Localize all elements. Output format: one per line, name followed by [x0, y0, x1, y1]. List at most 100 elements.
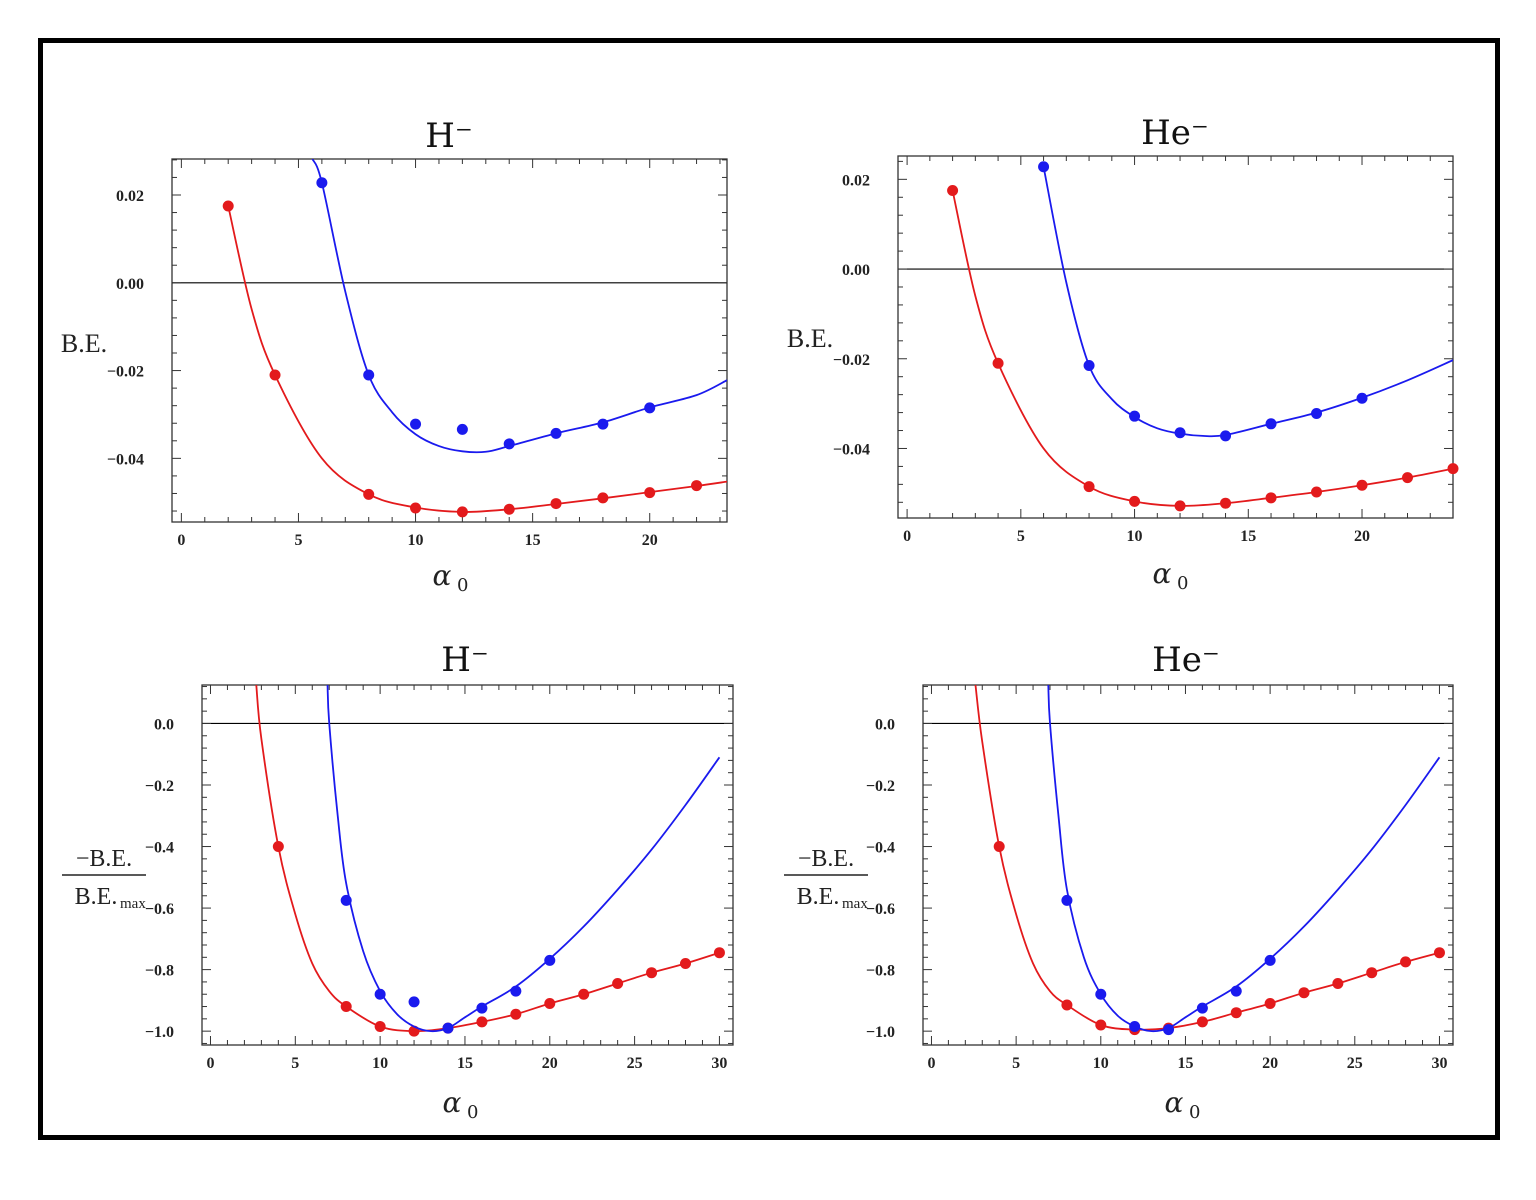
series-red [255, 685, 720, 1033]
y-tick-label: −0.4 [866, 840, 895, 857]
data-point-red [269, 369, 281, 381]
data-point-red [503, 503, 515, 515]
series-line-red [227, 205, 727, 513]
plot-frame [201, 684, 734, 1046]
data-point-red [272, 841, 284, 853]
series-points-blue [1061, 894, 1276, 1036]
data-point-red [340, 1001, 352, 1013]
data-point-blue [1311, 407, 1323, 419]
y-tick-label: −0.02 [833, 352, 870, 369]
series-points-blue [1038, 161, 1368, 442]
data-point-red [222, 200, 234, 212]
chart-panel-p3: H⁻ 0 5 10 15 20 25 30 0.0 −0.2 −0.4 −0.6 −0.8 −1.0 −B.… [62, 640, 734, 1123]
x-tick-label: 30 [711, 1055, 727, 1072]
series-line-red [951, 190, 1453, 507]
x-tick-label: 25 [627, 1055, 643, 1072]
series-line-blue [1042, 166, 1453, 438]
y-tick-label: −0.04 [833, 441, 870, 458]
series-blue [1042, 166, 1453, 438]
data-point-blue [1038, 161, 1050, 173]
data-point-red [1174, 500, 1186, 512]
data-point-blue [1095, 988, 1107, 1000]
x-axis-label-sub: 0 [1189, 1102, 1200, 1123]
y-tick-label: 0.0 [154, 716, 174, 733]
data-point-red [363, 488, 375, 500]
x-tick-label: 15 [457, 1055, 473, 1072]
series-points-red [222, 200, 703, 518]
y-tick-label: −1.0 [145, 1024, 174, 1041]
y-label-denominator-sub: max [842, 896, 868, 912]
data-point-red [612, 977, 624, 989]
x-tick-label: 10 [1093, 1055, 1109, 1072]
data-point-blue [1129, 410, 1141, 422]
series-line-red [974, 685, 1440, 1031]
chart-title: H⁻ [441, 640, 489, 680]
x-axis-label: α [1153, 557, 1172, 590]
figure-frame [38, 38, 1500, 1140]
y-tick-label: 0.0 [875, 716, 895, 733]
series-blue [326, 685, 721, 1033]
plot-frame [897, 155, 1454, 519]
data-point-red [374, 1021, 386, 1033]
data-point-red [1298, 987, 1310, 999]
x-axis-label-sub: 0 [457, 575, 468, 596]
y-tick-label: −0.2 [866, 778, 895, 795]
y-label-numerator: −B.E. [798, 846, 854, 872]
data-point-red [597, 492, 609, 504]
x-tick-label: 15 [525, 532, 541, 549]
series-points-red [272, 841, 725, 1037]
y-tick-label: −0.6 [866, 901, 895, 918]
data-point-red [510, 1008, 522, 1020]
x-axis-label: α [433, 559, 452, 592]
chart-title: H⁻ [425, 116, 473, 156]
y-label-denominator-sub: max [120, 896, 146, 912]
series-points-red [993, 841, 1445, 1036]
y-tick-label: −0.8 [145, 963, 174, 980]
chart-panel-p4: He⁻ 0 5 10 15 20 25 30 0.0 −0.2 −0.4 −0.6 −0.8 −1.0 −B… [784, 640, 1454, 1123]
x-axis-label: α [443, 1086, 462, 1119]
chart-panel-p1: H⁻0 5 10 15 200.020.00−0.02−0.04B.E.α 0 [61, 116, 728, 596]
chart-panel-p2: He⁻0 5 10 15 200.020.00−0.02−0.04B.E.α 0 [787, 113, 1459, 594]
series-blue [311, 159, 727, 454]
x-tick-label: 0 [206, 1055, 214, 1072]
data-point-red [947, 185, 959, 197]
chart-title: He⁻ [1141, 113, 1209, 153]
y-axis-label-fraction: −B.E. B.E. max [62, 846, 146, 912]
data-point-red [993, 841, 1005, 853]
series-line-blue [326, 685, 721, 1033]
x-tick-label: 5 [1017, 528, 1025, 545]
data-point-blue [442, 1022, 454, 1034]
data-point-blue [410, 418, 422, 430]
data-point-red [1332, 977, 1344, 989]
data-point-blue [340, 894, 352, 906]
data-point-red [1366, 967, 1378, 979]
data-point-red [679, 957, 691, 969]
data-point-blue [503, 438, 515, 450]
data-point-red [1265, 492, 1277, 504]
x-axis-label-sub: 0 [467, 1102, 478, 1123]
data-point-red [1196, 1016, 1208, 1028]
y-tick-label: 0.00 [842, 262, 870, 279]
data-point-red [578, 988, 590, 1000]
data-point-red [992, 357, 1004, 369]
y-tick-label: 0.02 [116, 188, 144, 205]
data-point-blue [510, 985, 522, 997]
data-point-blue [363, 369, 375, 381]
x-tick-label: 30 [1431, 1055, 1447, 1072]
series-points-blue [316, 177, 656, 450]
x-tick-label: 15 [1177, 1055, 1193, 1072]
y-tick-label: 0.02 [842, 172, 870, 189]
x-axis-label-sub: 0 [1177, 573, 1188, 594]
y-label-denominator: B.E. [797, 884, 840, 910]
data-point-red [646, 967, 658, 979]
data-point-blue [408, 996, 420, 1008]
data-point-red [544, 997, 556, 1009]
data-point-red [476, 1016, 488, 1028]
data-point-blue [456, 423, 468, 435]
x-tick-label: 0 [927, 1055, 935, 1072]
data-point-blue [1129, 1021, 1141, 1033]
y-tick-label: −0.02 [107, 364, 144, 381]
data-point-blue [1163, 1024, 1175, 1036]
x-tick-label: 5 [1012, 1055, 1020, 1072]
data-point-red [1061, 999, 1073, 1011]
